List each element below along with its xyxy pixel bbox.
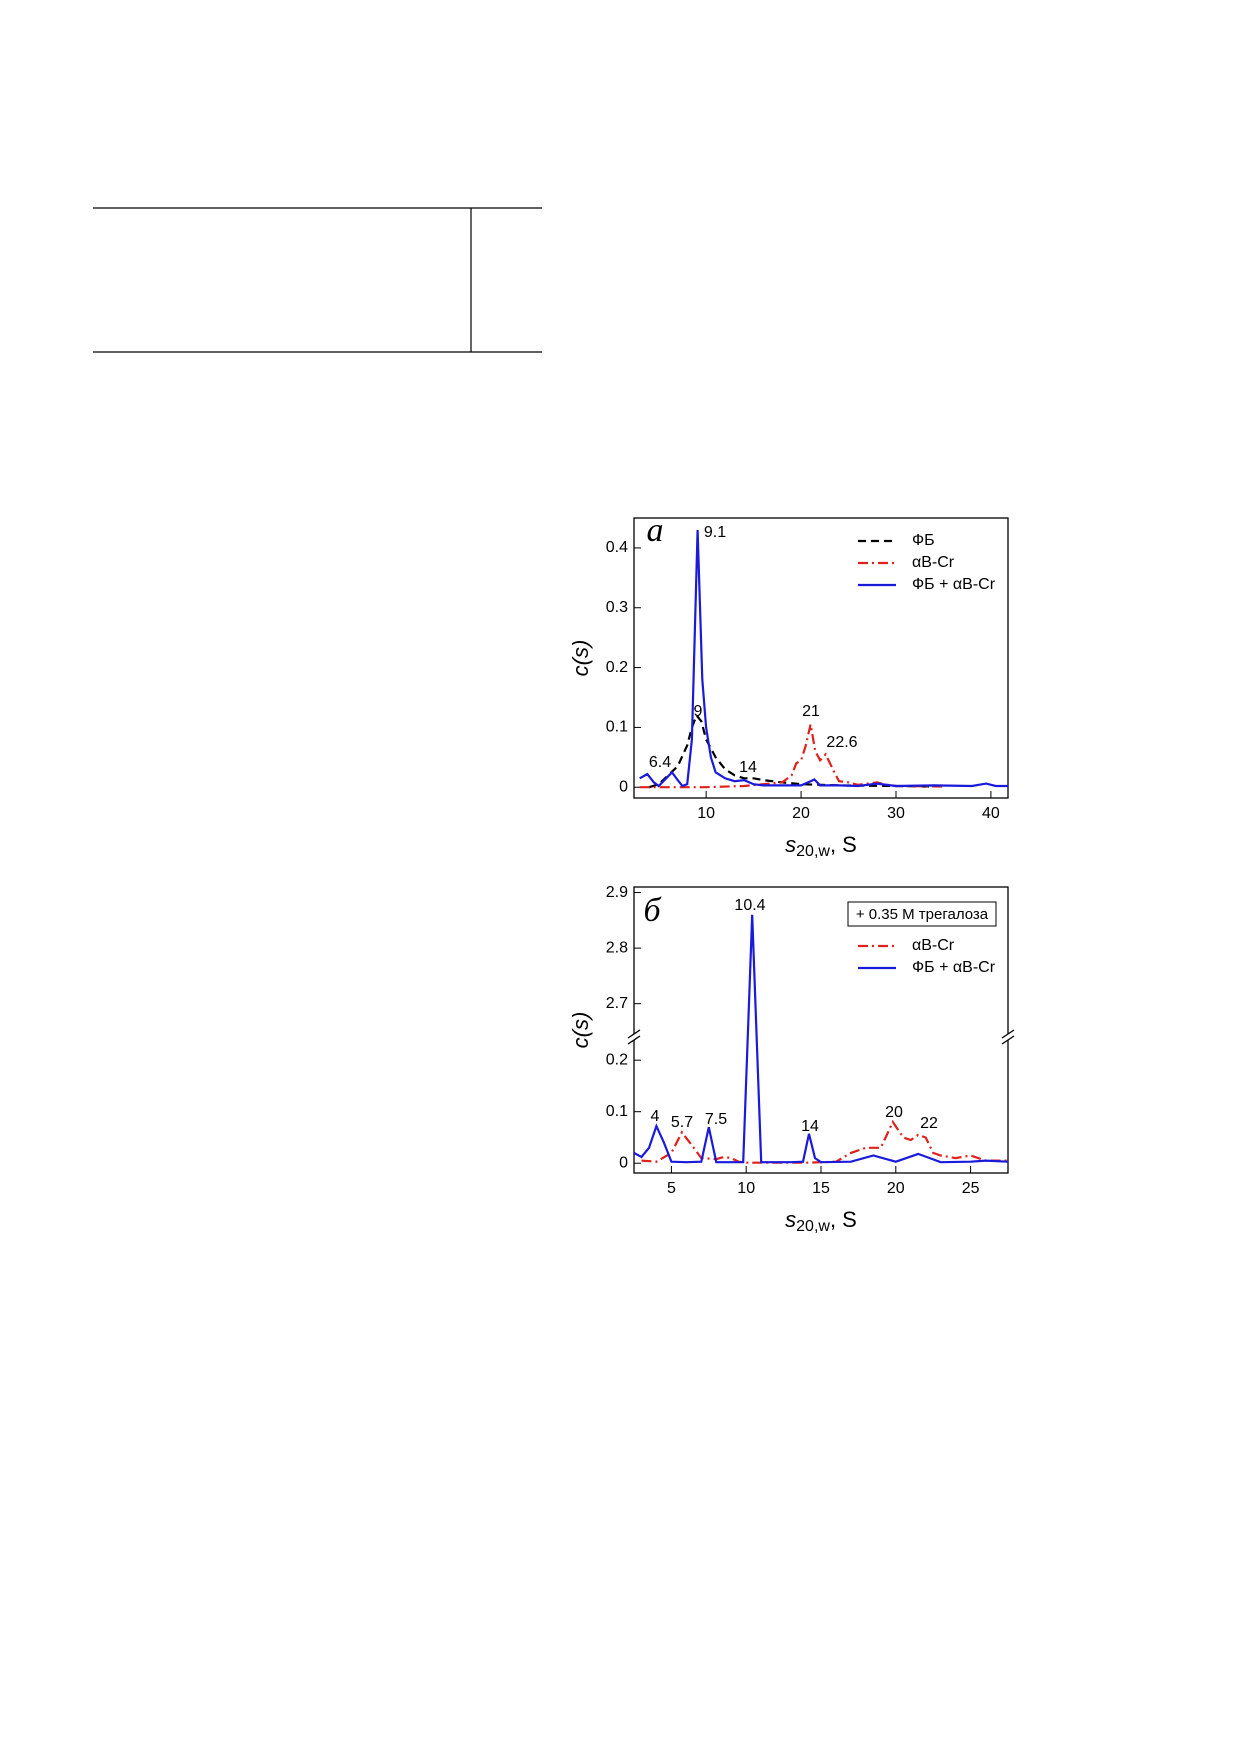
y-tick-label: 0 (619, 778, 628, 795)
y-tick-label: 2.9 (606, 884, 628, 901)
x-tick-label: 30 (887, 805, 905, 822)
peak-label: 6.4 (649, 754, 671, 771)
legend-title: + 0.35 M трегалоза (856, 906, 989, 923)
legend-label: αB-Cr (912, 554, 955, 571)
axis-break-mark (1001, 1035, 1015, 1045)
y-tick-label: 0.4 (606, 539, 628, 556)
peak-label: 14 (801, 1118, 819, 1135)
x-axis-label: s20,w, S (785, 1207, 857, 1235)
x-tick-label: 20 (887, 1180, 905, 1197)
legend-label: αB-Cr (912, 937, 955, 954)
series-line (639, 724, 944, 789)
x-tick-label: 15 (812, 1180, 830, 1197)
axis-break-mark (627, 1029, 641, 1039)
panel-label: a (647, 512, 664, 549)
y-axis-label: c(s) (568, 1012, 593, 1049)
y-tick-label: 0.3 (606, 599, 628, 616)
y-tick-label: 2.7 (606, 995, 628, 1012)
peak-label: 14 (739, 759, 757, 776)
x-axis-label-subscript: 20,w (796, 843, 830, 860)
series-line (639, 529, 1008, 788)
peak-label: 9 (694, 703, 703, 720)
y-tick-label: 0.2 (606, 659, 628, 676)
peak-label: 9.1 (704, 524, 726, 541)
series-line (641, 1119, 1008, 1164)
legend-label: ФБ + αB-Cr (912, 576, 996, 593)
y-tick-label: 2.8 (606, 939, 628, 956)
series-line (648, 713, 935, 789)
x-tick-label: 40 (982, 805, 1000, 822)
x-axis-label: s20,w, S (785, 832, 857, 860)
peak-label: 20 (885, 1104, 903, 1121)
legend-label: ФБ (912, 532, 935, 549)
peak-label: 4 (651, 1108, 660, 1125)
legend-title-box (847, 901, 997, 927)
x-tick-label: 5 (667, 1180, 676, 1197)
y-tick-label: 0.1 (606, 1103, 628, 1120)
peak-label: 5.7 (671, 1114, 693, 1131)
x-tick-label: 10 (697, 805, 715, 822)
x-tick-label: 10 (737, 1180, 755, 1197)
chart: 5 10 15 20 25 0 0.1 0.2 2.7 2.8 2.9 αB-Cr ФБ + αB-Cr… (568, 884, 1015, 1235)
axis-break-mark (1001, 1029, 1015, 1039)
x-axis-label-unit: , S (830, 832, 857, 857)
series-line (634, 914, 1008, 1164)
peak-label: 21 (802, 703, 820, 720)
peak-label: 7.5 (705, 1111, 727, 1128)
y-tick-label: 0 (619, 1154, 628, 1171)
x-axis-label-symbol: s (785, 1207, 796, 1232)
y-tick-label: 0.1 (606, 719, 628, 736)
panel-label: б (643, 892, 662, 929)
axis-break-gap (1004, 1034, 1012, 1040)
x-axis-label-subscript: 20,w (796, 1218, 830, 1235)
x-axis-label-unit: , S (830, 1207, 857, 1232)
x-axis-label-symbol: s (785, 832, 796, 857)
axis-break-gap (630, 1034, 638, 1040)
chart: 10 20 30 40 0 0.1 0.2 0.3 0.4 ФБ αB-Cr ФБ + αB-Cr 9.… (568, 512, 1009, 860)
legend-label: ФБ + αB-Cr (912, 959, 996, 976)
axis-break-mark (627, 1035, 641, 1045)
plot-frame (633, 517, 1009, 799)
x-tick-label: 25 (962, 1180, 980, 1197)
peak-label: 22.6 (826, 734, 857, 751)
empty-table (93, 207, 542, 353)
y-tick-label: 0.2 (606, 1051, 628, 1068)
peak-label: 22 (920, 1115, 938, 1132)
x-tick-label: 20 (792, 805, 810, 822)
y-axis-label: c(s) (568, 640, 593, 677)
peak-label: 10.4 (734, 897, 765, 914)
